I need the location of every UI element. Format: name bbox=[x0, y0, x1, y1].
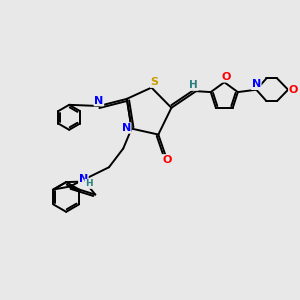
Text: O: O bbox=[289, 85, 298, 95]
Text: O: O bbox=[162, 155, 172, 165]
Text: O: O bbox=[221, 72, 230, 82]
Text: N: N bbox=[94, 96, 104, 106]
Text: H: H bbox=[85, 179, 93, 188]
Text: S: S bbox=[151, 77, 158, 87]
Text: N: N bbox=[252, 80, 261, 89]
Text: N: N bbox=[122, 123, 131, 133]
Text: H: H bbox=[189, 80, 198, 90]
Text: N: N bbox=[79, 173, 88, 184]
